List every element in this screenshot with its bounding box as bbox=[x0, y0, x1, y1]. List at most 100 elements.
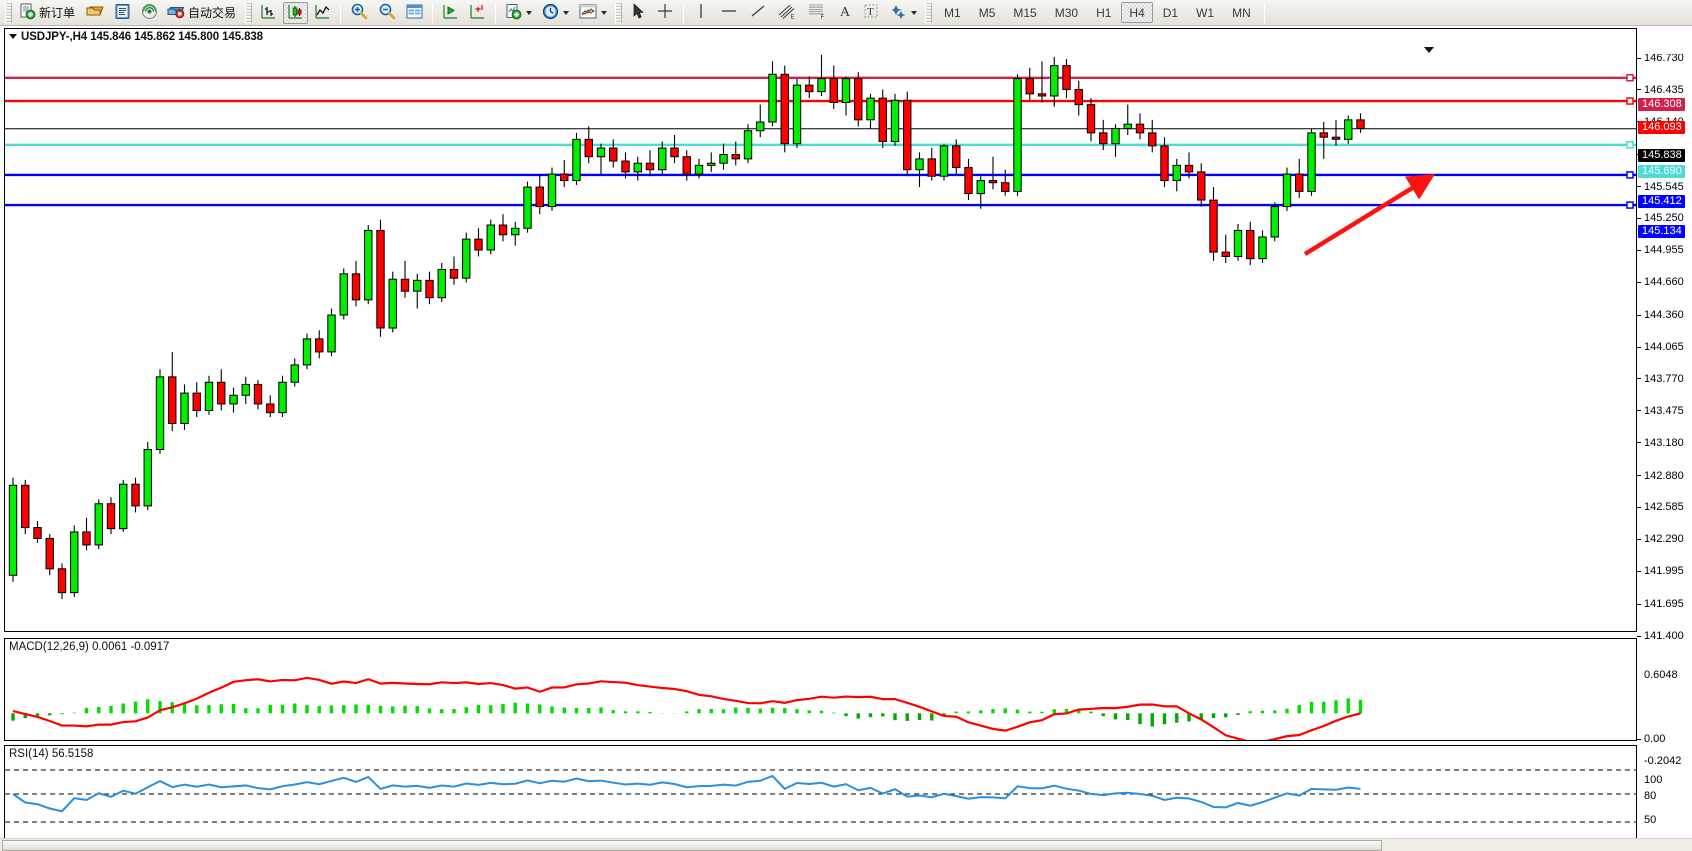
arrow-cursor-icon bbox=[631, 2, 646, 23]
rsi-value-axis[interactable]: 1008050150 bbox=[1637, 771, 1692, 851]
horizontal-scrollbar[interactable] bbox=[0, 838, 1692, 851]
level-tag-145690[interactable]: 145.690 bbox=[1638, 164, 1685, 178]
level-tag-146093[interactable]: 146.093 bbox=[1638, 121, 1685, 135]
macd-plot bbox=[11, 676, 1363, 740]
price-axis-tick: 142.290 bbox=[1637, 533, 1692, 545]
indicators-button[interactable] bbox=[501, 2, 536, 24]
metaeditor-button[interactable] bbox=[110, 2, 135, 24]
vertical-line-icon bbox=[694, 2, 708, 23]
macd-pane[interactable]: MACD(12,26,9) 0.0061 -0.0917 bbox=[4, 638, 1637, 741]
price-axis-tick: 146.435 bbox=[1637, 84, 1692, 96]
price-axis-tick: 141.695 bbox=[1637, 598, 1692, 610]
data-window-icon bbox=[406, 4, 423, 22]
line-chart-button[interactable] bbox=[310, 2, 335, 24]
price-axis-tick: 141.400 bbox=[1637, 630, 1692, 642]
level-tag-145412[interactable]: 145.412 bbox=[1638, 194, 1685, 208]
collapse-caret-icon[interactable] bbox=[1424, 47, 1434, 53]
price-axis-tick: 145.250 bbox=[1637, 212, 1692, 224]
rsi-pane[interactable]: RSI(14) 56.5158 bbox=[4, 745, 1637, 841]
line-chart-icon bbox=[314, 3, 331, 23]
chevron-down-icon[interactable] bbox=[601, 10, 608, 15]
timeframe-m1[interactable]: M1 bbox=[944, 5, 961, 20]
zoom-out-icon bbox=[378, 2, 396, 23]
text-icon: A bbox=[838, 2, 853, 23]
price-axis-tick: 144.955 bbox=[1637, 244, 1692, 256]
price-axis[interactable]: 146.730146.435146.140145.838145.545145.2… bbox=[1637, 54, 1692, 658]
timeframe-m5[interactable]: M5 bbox=[978, 5, 996, 20]
autotrading-icon bbox=[167, 3, 185, 22]
toolbar-grip-3[interactable] bbox=[615, 2, 623, 23]
shapes-tool[interactable] bbox=[885, 2, 921, 24]
data-window-button[interactable] bbox=[402, 2, 427, 24]
main-toolbar[interactable]: 新订单 bbox=[0, 0, 1692, 26]
new-order-label: 新订单 bbox=[39, 5, 76, 20]
trendline-tool[interactable] bbox=[745, 2, 771, 24]
equidistant-channel-tool[interactable]: E bbox=[773, 2, 801, 24]
timeframe-m15[interactable]: M15 bbox=[1013, 5, 1037, 20]
vertical-line-tool[interactable] bbox=[689, 2, 713, 24]
new-order-button[interactable]: 新订单 bbox=[16, 2, 80, 24]
timeframe-h1[interactable]: H1 bbox=[1096, 5, 1112, 20]
toolbar-separator-5 bbox=[1263, 2, 1265, 23]
scrollbar-thumb[interactable] bbox=[2, 840, 1382, 851]
expert-advisor-button[interactable] bbox=[82, 2, 108, 24]
signals-icon bbox=[141, 3, 158, 23]
horizontal-line-tool[interactable] bbox=[715, 2, 743, 24]
macd-value-axis[interactable]: 0.6048 0.00 -0.2042 bbox=[1637, 664, 1692, 767]
fibonacci-tool[interactable]: F bbox=[803, 2, 831, 24]
candlestick-plot bbox=[5, 54, 1636, 600]
chevron-down-icon[interactable] bbox=[563, 10, 570, 15]
periods-button[interactable] bbox=[538, 2, 573, 24]
level-tag-145134[interactable]: 145.134 bbox=[1638, 225, 1685, 239]
timeframe-d1[interactable]: D1 bbox=[1162, 5, 1179, 20]
new-order-icon bbox=[19, 3, 36, 23]
price-axis-tick: 146.730 bbox=[1637, 54, 1692, 64]
toolbar-grip-4[interactable] bbox=[925, 2, 933, 23]
price-pane[interactable]: USDJPY-,H4 145.846 145.862 145.800 145.8… bbox=[4, 28, 1637, 632]
toolbar-grip[interactable] bbox=[5, 2, 12, 23]
cursor-tool[interactable] bbox=[626, 2, 650, 24]
timeframe-h4[interactable]: H4 bbox=[1121, 2, 1153, 23]
text-tool[interactable]: A bbox=[833, 2, 857, 24]
chart-shift-button[interactable] bbox=[465, 2, 490, 24]
price-axis-tick: 142.585 bbox=[1637, 501, 1692, 513]
rsi-axis-tick: 80 bbox=[1644, 790, 1657, 802]
label-icon: T bbox=[863, 2, 879, 23]
candlestick-icon bbox=[287, 3, 304, 23]
chart-area[interactable]: USDJPY-,H4 145.846 145.862 145.800 145.8… bbox=[0, 26, 1692, 851]
level-tag-146308[interactable]: 146.308 bbox=[1638, 97, 1685, 111]
channel-icon: E bbox=[777, 2, 797, 23]
toolbar-grip-2[interactable] bbox=[245, 2, 253, 23]
zoom-in-button[interactable] bbox=[346, 2, 372, 24]
trendline-icon bbox=[749, 2, 767, 23]
templates-button[interactable] bbox=[575, 2, 611, 24]
toolbar-separator-3 bbox=[495, 2, 497, 23]
clock-icon bbox=[542, 3, 559, 23]
auto-scroll-button[interactable] bbox=[438, 2, 463, 24]
timeframe-m30[interactable]: M30 bbox=[1054, 5, 1079, 20]
candle-chart-button[interactable] bbox=[283, 1, 309, 24]
signals-button[interactable] bbox=[137, 2, 162, 24]
svg-text:T: T bbox=[867, 6, 874, 18]
timeframe-mn[interactable]: MN bbox=[1232, 5, 1251, 20]
crosshair-icon bbox=[656, 2, 674, 23]
bar-chart-button[interactable] bbox=[256, 2, 281, 24]
autotrading-button[interactable]: 自动交易 bbox=[164, 2, 241, 24]
price-axis-tick: 141.995 bbox=[1637, 565, 1692, 577]
price-axis-tick: 144.360 bbox=[1637, 309, 1692, 321]
macd-axis-tick: -0.2042 bbox=[1644, 755, 1682, 767]
crosshair-tool[interactable] bbox=[652, 2, 678, 24]
svg-text:F: F bbox=[821, 15, 825, 20]
indicators-icon bbox=[505, 3, 522, 23]
label-tool[interactable]: T bbox=[859, 2, 883, 24]
zoom-out-button[interactable] bbox=[374, 2, 400, 24]
chevron-down-icon[interactable] bbox=[526, 10, 533, 15]
macd-axis-tick: 0.00 bbox=[1637, 733, 1692, 745]
chart-shift-icon bbox=[469, 3, 486, 23]
timeframe-w1[interactable]: W1 bbox=[1196, 5, 1215, 20]
auto-scroll-icon bbox=[442, 3, 459, 23]
rsi-axis-tick: 50 bbox=[1644, 814, 1657, 826]
chevron-down-icon[interactable] bbox=[911, 10, 918, 15]
price-axis-tick: 143.475 bbox=[1637, 405, 1692, 417]
last-price-tag[interactable]: 145.838 bbox=[1638, 148, 1685, 162]
